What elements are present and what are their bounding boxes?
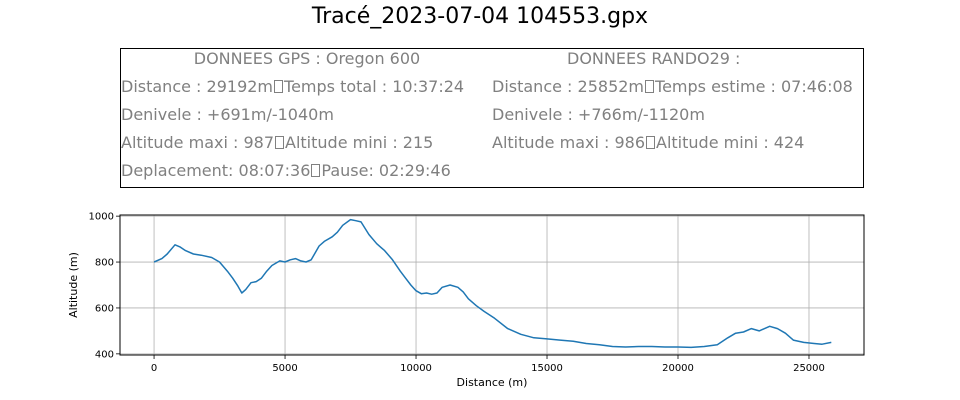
rando-header: DONNEES RANDO29 :	[567, 49, 741, 68]
rando-estimated-time: Temps estime : 07:46:08	[655, 77, 853, 96]
rando-altitude-line: Altitude maxi : 986 Altitude mini : 424	[492, 133, 804, 152]
y-axis-label: Altitude (m)	[67, 252, 80, 318]
separator-glyph	[646, 136, 656, 149]
x-tick-label: 10000	[400, 363, 432, 374]
gps-movement-line: Deplacement: 08:07:36 Pause: 02:29:46	[121, 161, 451, 180]
gps-pause: Pause: 02:29:46	[321, 161, 451, 180]
chart-title: Tracé_2023-07-04 104553.gpx	[311, 4, 649, 29]
rando-altitude-max: Altitude maxi : 986	[492, 133, 646, 152]
y-tick-label: 400	[95, 349, 114, 360]
plot-frame	[119, 214, 865, 356]
rando-elevation: Denivele : +766m/-1120m	[492, 105, 705, 124]
axis-ticks: 0 5000 10000 15000 20000 25000 400 600 800 1000	[89, 212, 825, 374]
x-tick-label: 5000	[272, 363, 297, 374]
gps-header: DONNEES GPS : Oregon 600	[193, 49, 421, 68]
rando-altitude-min: Altitude mini : 424	[656, 133, 805, 152]
x-tick-label: 15000	[531, 363, 563, 374]
y-tick-label: 600	[95, 303, 114, 314]
rando-distance-line: Distance : 25852m Temps estime : 07:46:08	[492, 77, 853, 96]
gps-altitude-line: Altitude maxi : 987 Altitude mini : 215	[121, 133, 433, 152]
gps-altitude-min: Altitude mini : 215	[285, 133, 434, 152]
gps-movement: Deplacement: 08:07:36	[121, 161, 311, 180]
y-tick-label: 800	[95, 258, 114, 269]
rando-distance: Distance : 25852m	[492, 77, 645, 96]
rando-elevation-line: Denivele : +766m/-1120m	[492, 105, 705, 124]
altitude-profile-line	[153, 218, 832, 349]
separator-glyph	[275, 136, 285, 149]
x-axis-label: Distance (m)	[457, 376, 528, 389]
gps-distance: Distance : 29192m	[121, 77, 274, 96]
gps-elevation: Denivele : +691m/-1040m	[121, 105, 334, 124]
grid	[120, 215, 864, 355]
y-tick-label: 1000	[89, 212, 114, 223]
separator-glyph	[645, 80, 655, 93]
separator-glyph	[274, 80, 284, 93]
gps-total-time: Temps total : 10:37:24	[284, 77, 465, 96]
x-tick-label: 20000	[662, 363, 694, 374]
x-tick-label: 0	[151, 363, 157, 374]
gps-altitude-max: Altitude maxi : 987	[121, 133, 275, 152]
gps-distance-line: Distance : 29192m Temps total : 10:37:24	[121, 77, 464, 96]
gps-elevation-line: Denivele : +691m/-1040m	[121, 105, 334, 124]
x-tick-label: 25000	[793, 363, 825, 374]
info-box: DONNEES GPS : Oregon 600 Distance : 2919…	[120, 48, 864, 188]
separator-glyph	[311, 164, 321, 177]
